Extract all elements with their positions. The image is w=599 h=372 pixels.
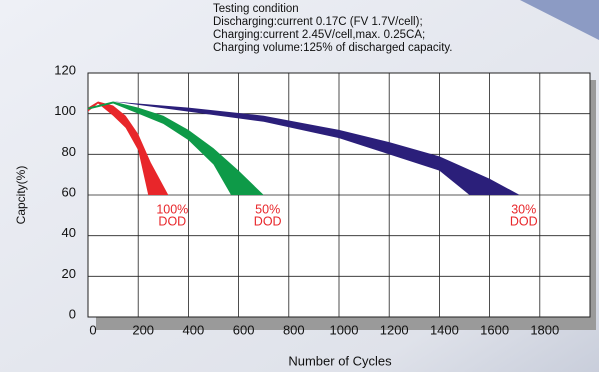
x-tick-label: 600	[233, 322, 255, 337]
x-axis-label: Number of Cycles	[288, 353, 392, 368]
capacity-band	[88, 101, 264, 195]
dod-label: DOD	[158, 214, 186, 228]
dod-label: 50%	[255, 202, 280, 216]
dod-label: DOD	[510, 214, 538, 228]
test-note: Charging volume:125% of discharged capac…	[213, 42, 453, 54]
y-tick-label: 100	[54, 103, 76, 118]
corner-decoration	[520, 0, 599, 40]
x-tick-label: 1800	[530, 322, 559, 337]
test-note: Charging:current 2.45V/cell,max. 0.25CA;	[213, 29, 425, 41]
x-tick-label: 0	[89, 322, 96, 337]
x-tick-label: 1000	[330, 322, 359, 337]
dod-label: 100%	[156, 202, 188, 216]
x-tick-label: 1400	[430, 322, 459, 337]
dod-label: DOD	[254, 214, 282, 228]
x-tick-label: 1600	[480, 322, 509, 337]
y-tick-label: 20	[62, 266, 76, 281]
capacity-band	[88, 101, 169, 195]
y-axis-label: Capcity(%)	[14, 166, 28, 225]
y-tick-label: 40	[62, 225, 76, 240]
test-note: Discharging:current 0.17C (FV 1.7V/cell)…	[213, 16, 423, 28]
y-tick-label: 60	[62, 184, 76, 199]
x-tick-label: 200	[132, 322, 154, 337]
x-tick-label: 800	[283, 322, 305, 337]
y-tick-label: 80	[62, 144, 76, 159]
y-tick-label: 120	[54, 62, 76, 77]
dod-label: 30%	[511, 202, 536, 216]
x-tick-label: 1200	[380, 322, 409, 337]
test-note: Testing condition	[213, 3, 299, 15]
y-tick-label: 0	[69, 306, 76, 321]
x-tick-label: 400	[183, 322, 205, 337]
capacity-band	[88, 101, 520, 195]
